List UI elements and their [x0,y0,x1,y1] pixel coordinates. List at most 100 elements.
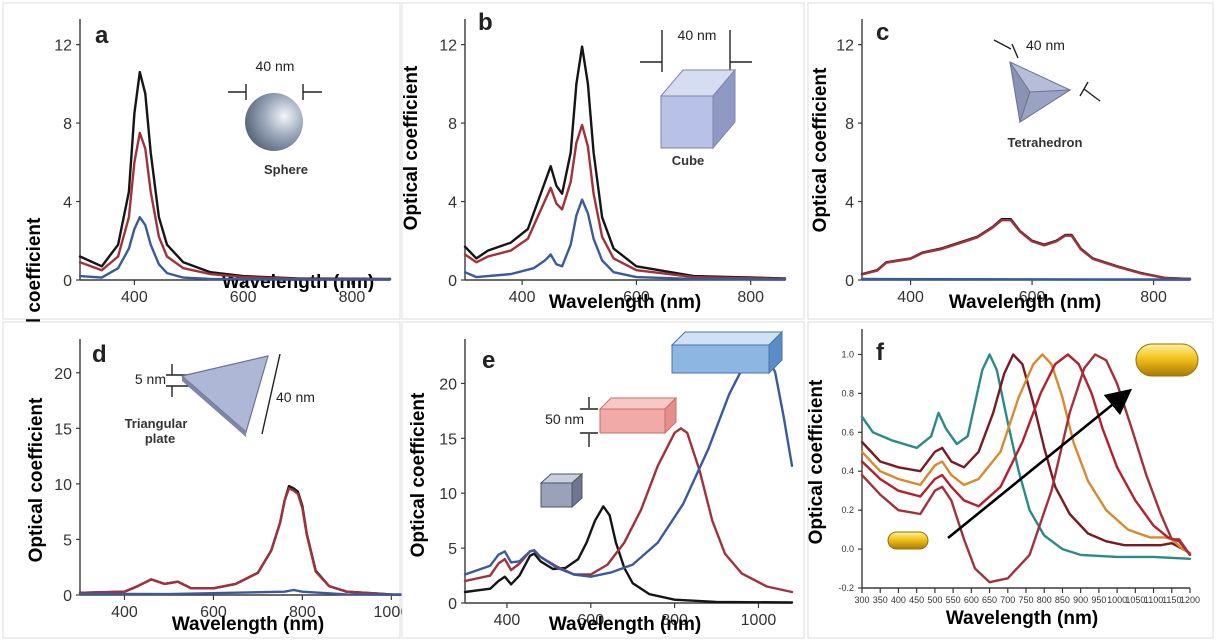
y-tick-label: 8 [63,116,72,133]
shape-name: Tetrahedron [1008,135,1083,150]
panel-frame [401,2,805,320]
y-tick-label: 4 [845,195,854,212]
x-tick-label: 800 [1140,289,1167,306]
x-tick-label: 800 [289,604,316,621]
x-tick-label: 550 [946,595,961,605]
x-tick-label: 600 [964,595,979,605]
y-tick-label: 8 [845,116,854,133]
trend-arrow-icon [947,388,1133,540]
x-tick-label: 700 [1000,595,1015,605]
x-tick-label: 850 [1055,595,1070,605]
inset-gold-nanorods [887,343,1199,550]
x-tick-label: 600 [200,604,227,621]
panel-b: 0 4 8 12 400 600 800 Wavelength (nm) Optical coe… [401,2,805,320]
dimension-tick [1011,43,1019,59]
dimension-line [261,353,281,435]
series-line-red [463,123,787,280]
series-line-red [78,487,420,596]
y-tick-label: 0.0 [841,544,854,554]
thickness-label: 5 nm [135,371,166,387]
x-axis-title: Wavelength (nm) [549,614,701,635]
tetrahedron-face-icon [1019,89,1072,124]
y-tick-label: 0 [845,273,854,290]
inset-tetrahedron: 40 nm Tetrahedron [993,37,1101,150]
series-line-black [463,505,794,604]
x-tick-label: 600 [577,612,604,629]
x-tick-label: 500 [927,595,942,605]
x-tick-label: 400 [494,612,521,629]
y-tick-label: 1.0 [841,349,854,359]
series-line-maroon [860,353,1192,555]
inset-sphere: 40 nm Sphere [228,58,322,177]
inset-triangular-plate: 5 nm 40 nm Triangular plate [125,353,315,446]
plate-edge-icon [182,376,246,437]
dimension-arrow [1083,88,1101,102]
shape-name: Triangular plate [125,416,188,446]
x-tick-label: 1050 [1125,595,1145,605]
series-line-blue [463,198,787,281]
inset-cube: 40 nm Cube [640,27,752,168]
x-tick-label: 600 [1019,289,1046,306]
size-label: 40 nm [678,27,717,43]
x-tick-label: 650 [982,595,997,605]
panel-letter: f [876,339,885,366]
series-line-blue [78,216,392,281]
y-tick-label: 12 [54,38,72,55]
y-tick-label: 4 [63,195,72,212]
x-tick-label: 1000 [374,604,410,621]
x-tick-label: 1000 [1107,595,1127,605]
x-tick-label: 1200 [1180,595,1200,605]
x-tick-label: 400 [897,289,924,306]
x-tick-label: 400 [121,289,148,306]
x-tick-label: 300 [854,595,869,605]
y-tick-label: 10 [439,486,457,503]
y-tick-label: 5 [63,532,72,549]
series-line-blue [860,277,1192,281]
red-bar-icon [599,408,666,434]
x-tick-label: 950 [1091,595,1106,605]
panel-letter: e [482,347,495,374]
series-line-red [860,219,1192,281]
x-tick-label: 1100 [1144,595,1163,605]
small-bar-icon [540,482,573,508]
series-line-red [463,427,794,594]
x-tick-label: 450 [909,595,924,605]
shape-name: Cube [672,153,705,168]
panel-f: -0.2 0.0 0.2 0.4 0.6 0.8 1.0 300 350 400 450 500 550… [806,321,1214,639]
y-tick-label: 10 [54,477,72,494]
y-axis-title: Optical coefficient [810,67,831,232]
x-tick-label: 800 [339,289,366,306]
y-tick-label: 0 [63,588,72,605]
series-line-black [78,70,392,281]
series-line-red [860,353,1192,584]
series-line-blue [78,588,420,596]
y-tick-label: 15 [54,421,72,438]
y-tick-label: 12 [836,38,854,55]
y-tick-label: 20 [439,376,457,393]
panel-letter: a [95,22,109,49]
panel-letter: c [876,19,889,46]
panel-frame [807,2,1214,320]
x-tick-label: 800 [737,289,764,306]
y-tick-label: 20 [54,366,72,383]
x-tick-label: 1150 [1162,595,1181,605]
x-axis-title: Wavelength (nm) [949,292,1101,313]
series-line-black [463,45,787,280]
shape-name-line: Triangular [125,416,188,431]
size-label: 40 nm [256,58,295,74]
y-tick-label: 0 [448,596,457,613]
y-tick-label: 12 [439,38,457,55]
x-tick-label: 800 [1037,595,1052,605]
shape-name-line: plate [145,431,175,446]
sphere-icon [245,93,303,151]
dimension-arrow [993,39,1012,50]
x-axis-title: Wavelength (nm) [946,608,1098,629]
y-tick-label: 5 [448,541,457,558]
y-tick-label: 0 [63,273,72,290]
panel-frame [401,321,805,639]
x-tick-label: 600 [230,289,257,306]
y-tick-label: 0.2 [841,505,854,515]
y-axis-title: Optical coefficient [806,379,827,544]
panel-e: 0 5 10 15 20 400 600 800 1000 Wavelength (nm) Opti… [401,321,805,639]
